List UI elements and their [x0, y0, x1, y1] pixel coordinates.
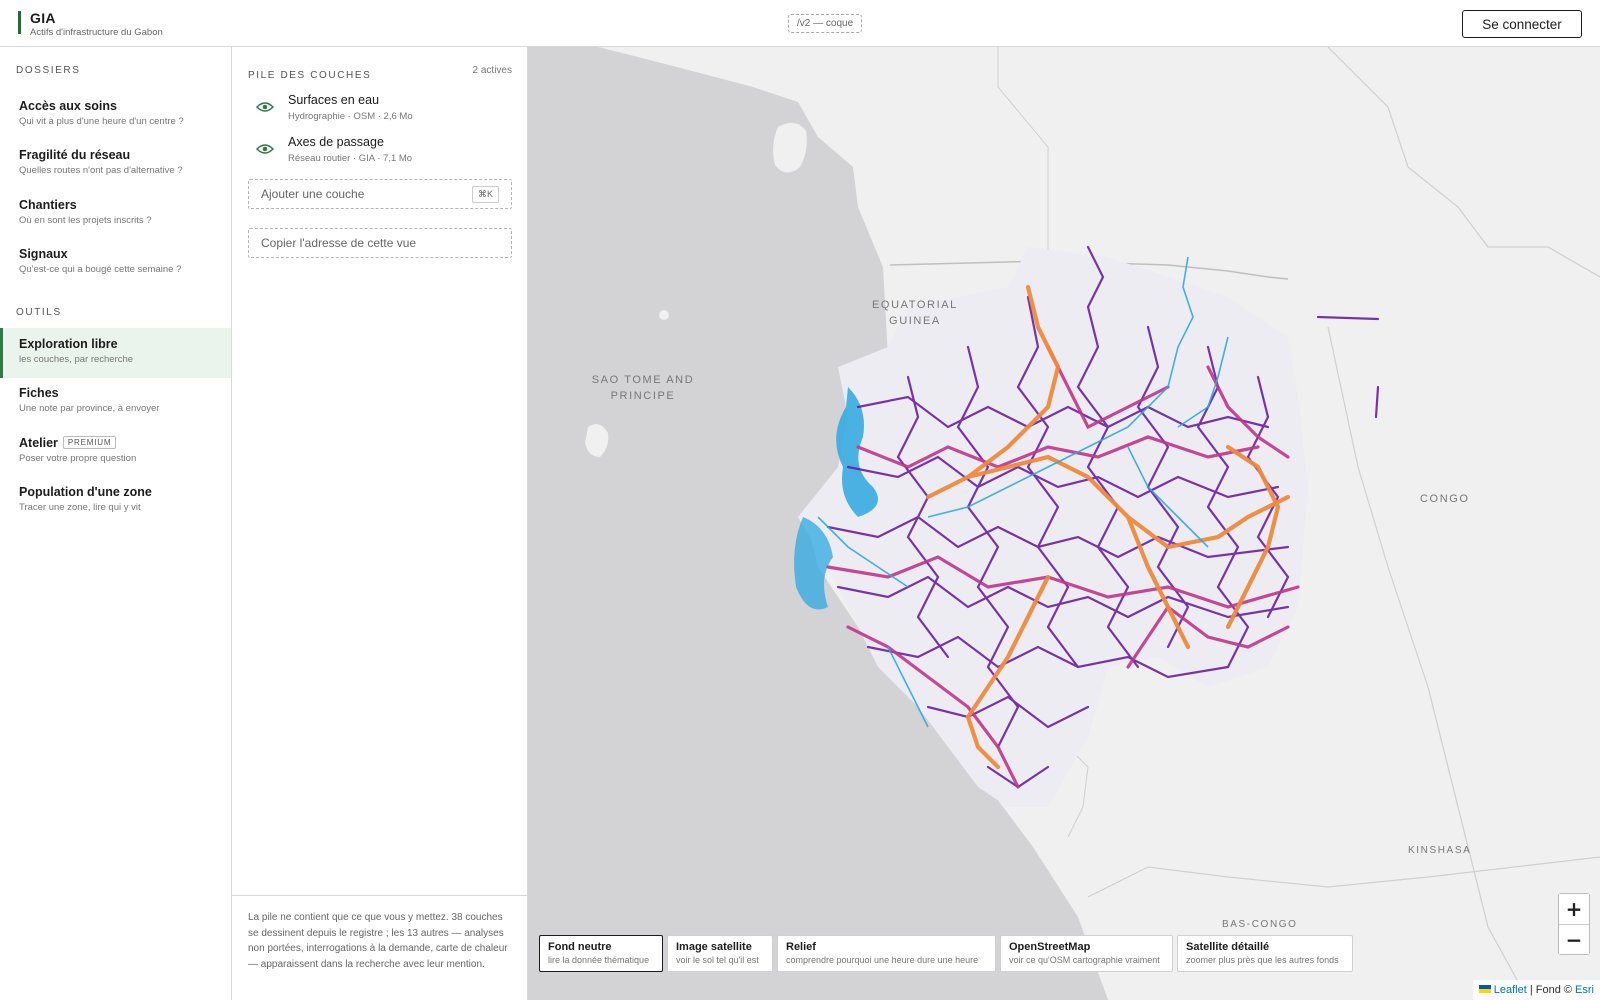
add-layer-placeholder: Ajouter une couche [261, 187, 365, 201]
nav-item-population-zone[interactable]: Population d'une zone Tracer une zone, l… [0, 476, 231, 526]
sao-tome-island [585, 424, 609, 457]
layer-name: Axes de passage [288, 135, 384, 149]
eye-icon[interactable] [256, 143, 274, 155]
road-network-major [925, 284, 1291, 770]
nav-item-title-text: Atelier [19, 436, 58, 450]
map-label-kinshasa: KINSHASA [1408, 845, 1472, 856]
layer-meta: Hydrographie · OSM · 2,6 Mo [288, 111, 413, 122]
road-network-mid [826, 345, 1300, 789]
eye-icon[interactable] [256, 101, 274, 113]
layer-panel-title: PILE DES COUCHES [248, 70, 372, 81]
layer-meta: Réseau routier · GIA · 7,1 Mo [288, 153, 413, 164]
add-layer-search[interactable]: Ajouter une couche ⌘K [248, 179, 512, 209]
attribution-separator: | Fond © [1526, 984, 1576, 996]
bioko-island [773, 122, 807, 173]
map-label-sao-tome: SAO TOME AND PRINCIPE [591, 374, 695, 402]
nav-item-subtitle: Tracer une zone, lire qui y vit [19, 502, 141, 513]
layer-item-surfaces-en-eau[interactable]: Surfaces en eau Hydrographie · OSM · 2,6… [248, 93, 512, 129]
nav-item-title: Fragilité du réseau [19, 148, 131, 162]
nav-item-acces-aux-soins[interactable]: Accès aux soins Qui vit à plus d'une heu… [0, 90, 231, 140]
nav-item-subtitle: Quelles routes n'ont pas d'alternative ? [19, 165, 183, 176]
nav-item-exploration-libre[interactable]: Exploration libre les couches, par reche… [0, 328, 231, 378]
nav-item-chantiers[interactable]: Chantiers Où en sont les projets inscrit… [0, 189, 231, 239]
river-network [817, 256, 1229, 728]
estuary-water [836, 387, 878, 517]
basemap-option-image-satellite[interactable]: Image satellite voir le sol tel qu'il es… [667, 935, 773, 972]
nav-item-subtitle: Qu'est-ce qui a bougé cette semaine ? [19, 264, 182, 275]
nav-item-subtitle: Qui vit à plus d'une heure d'un centre ? [19, 116, 184, 127]
nav-item-title: Chantiers [19, 198, 77, 212]
brand[interactable]: GIA Actifs d'infrastructure du Gabon [18, 10, 163, 38]
basemap-subtitle: voir le sol tel qu'il est [676, 955, 759, 965]
map-label-bas-congo: BAS-CONGO [1222, 919, 1298, 930]
basemap-title: OpenStreetMap [1009, 941, 1091, 953]
basemap-option-openstreetmap[interactable]: OpenStreetMap voir ce qu'OSM cartographi… [1000, 935, 1173, 972]
login-button[interactable]: Se connecter [1462, 10, 1582, 38]
basemap-subtitle: zoomer plus près que les autres fonds [1186, 955, 1339, 965]
nav-item-title: Fiches [19, 386, 59, 400]
basemap-subtitle: comprendre pourquoi une heure dure une h… [786, 955, 979, 965]
zoom-in-button[interactable]: + [1559, 894, 1589, 924]
nav-item-fiches[interactable]: Fiches Une note par province, à envoyer [0, 377, 231, 427]
app-header: GIA Actifs d'infrastructure du Gabon /v2… [0, 0, 1600, 47]
app-subtitle: Actifs d'infrastructure du Gabon [30, 27, 163, 38]
nav-item-signaux[interactable]: Signaux Qu'est-ce qui a bougé cette sema… [0, 238, 231, 288]
app-title: GIA [30, 10, 56, 26]
lagoon-water [794, 517, 833, 610]
road-network-minor [826, 245, 1380, 789]
layer-panel-footnote: La pile ne contient que ce que vous y me… [232, 895, 527, 1000]
basemap-title: Satellite détaillé [1186, 941, 1270, 953]
gabon-area [798, 247, 1308, 807]
border-line [1087, 856, 1600, 898]
sidebar: DOSSIERS Accès aux soins Qui vit à plus … [0, 47, 232, 1000]
nav-item-subtitle: Où en sont les projets inscrits ? [19, 215, 152, 226]
nav-item-title: Signaux [19, 247, 68, 261]
section-label-dossiers: DOSSIERS [16, 65, 81, 76]
map-label-equatorial-guinea: EQUATORIAL GUINEA [872, 299, 958, 327]
border-line [1067, 746, 1089, 838]
map-attribution: Leaflet | Fond © Esri [1472, 980, 1600, 1000]
layer-panel-header: PILE DES COUCHES 2 actives [248, 65, 512, 83]
nav-item-title: Atelier PREMIUM [19, 427, 231, 450]
nav-item-title: Exploration libre [19, 337, 118, 351]
nav-item-subtitle: Une note par province, à envoyer [19, 403, 160, 414]
basemap-subtitle: lire la donnée thématique [548, 955, 650, 965]
border-line [997, 47, 1049, 261]
map-label-congo: CONGO [1420, 493, 1470, 505]
nav-item-fragilite-du-reseau[interactable]: Fragilité du réseau Quelles routes n'ont… [0, 139, 231, 189]
basemap-canvas[interactable] [528, 47, 1600, 1000]
nav-item-subtitle: les couches, par recherche [19, 354, 134, 365]
map-view[interactable]: EQUATORIAL GUINEA SAO TOME AND PRINCIPE CO… [528, 47, 1600, 1000]
basemap-title: Image satellite [676, 941, 752, 953]
layer-name: Surfaces en eau [288, 93, 380, 107]
basemap-option-satellite-detaille[interactable]: Satellite détaillé zoomer plus près que … [1177, 935, 1353, 972]
basemap-title: Relief [786, 941, 816, 953]
nav-item-atelier[interactable]: Atelier PREMIUM Poser votre propre questi… [0, 427, 231, 477]
keyboard-shortcut-badge: ⌘K [471, 186, 499, 203]
basemap-title: Fond neutre [548, 941, 612, 953]
nav-item-title: Population d'une zone [19, 485, 152, 499]
active-layer-count: 2 actives [472, 65, 512, 76]
nav-item-subtitle: Poser votre propre question [19, 453, 137, 464]
premium-badge: PREMIUM [62, 436, 117, 449]
section-label-outils: OUTILS [16, 307, 62, 318]
esri-link[interactable]: Esri [1575, 984, 1594, 996]
basemap-subtitle: voir ce qu'OSM cartographie vraiment [1009, 955, 1160, 965]
copy-view-link-button[interactable]: Copier l'adresse de cette vue [248, 228, 512, 258]
leaflet-link[interactable]: Leaflet [1493, 984, 1527, 996]
border-line [1327, 326, 1529, 1000]
nav-item-title: Accès aux soins [19, 99, 117, 113]
version-chip: /v2 — coque [788, 14, 863, 33]
layer-panel: PILE DES COUCHES 2 actives Surfaces en e… [232, 47, 528, 1000]
layer-item-axes-de-passage[interactable]: Axes de passage Réseau routier · GIA · 7… [248, 135, 512, 171]
zoom-out-button[interactable]: − [1559, 924, 1589, 954]
border-line [1327, 47, 1600, 278]
principe-island [659, 310, 669, 320]
basemap-option-fond-neutre[interactable]: Fond neutre lire la donnée thématique [539, 935, 663, 972]
ukraine-flag-icon [1478, 985, 1491, 993]
zoom-control: + − [1558, 893, 1590, 955]
basemap-option-relief[interactable]: Relief comprendre pourquoi une heure dur… [777, 935, 996, 972]
